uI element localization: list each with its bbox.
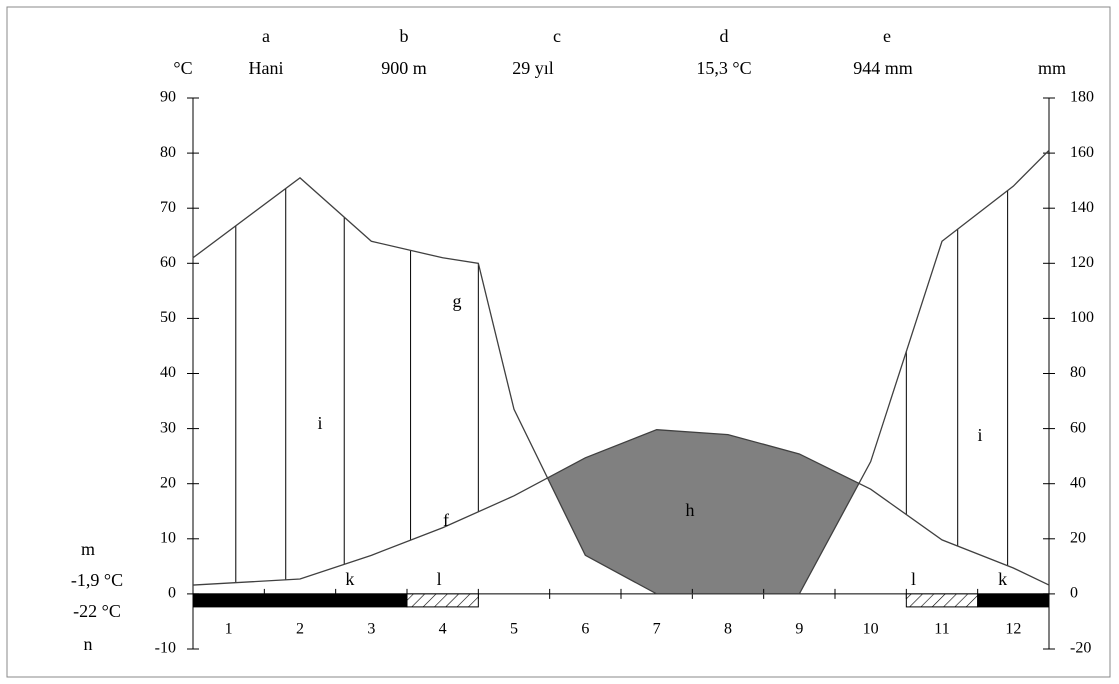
y-tick-label: -10	[155, 640, 176, 657]
y2-tick-label: 20	[1070, 529, 1086, 546]
y-tick-label: 60	[160, 254, 176, 271]
x-tick-label: 2	[296, 621, 304, 638]
y2-tick-label: 100	[1070, 309, 1094, 326]
y-tick-label: 30	[160, 419, 176, 436]
period-bar	[977, 593, 1050, 608]
header-value: 15,3 °C	[696, 58, 751, 78]
y2-tick-label: 160	[1070, 144, 1094, 161]
dry-area	[193, 150, 1049, 594]
y2-tick-label: 180	[1070, 89, 1094, 106]
y-axis-label: °C	[173, 58, 192, 78]
y-tick-label: 90	[160, 89, 176, 106]
period-label: l	[911, 569, 916, 589]
header-letter: b	[400, 26, 409, 46]
x-tick-label: 5	[510, 621, 518, 638]
x-tick-label: 3	[367, 621, 375, 638]
y-tick-label: 80	[160, 144, 176, 161]
period-label: l	[437, 569, 442, 589]
side-label: n	[84, 634, 93, 654]
area-label: h	[686, 500, 695, 520]
x-tick-label: 6	[581, 621, 589, 638]
y-tick-label: 10	[160, 529, 176, 546]
side-label: -1,9 °C	[71, 570, 123, 590]
x-tick-label: 11	[934, 621, 949, 638]
header-value: Hani	[249, 58, 284, 78]
x-tick-label: 9	[795, 621, 803, 638]
x-tick-label: 1	[225, 621, 233, 638]
header-value: 29 yıl	[512, 58, 554, 78]
area-label: i	[317, 413, 322, 433]
curve	[192, 149, 1050, 595]
y-tick-label: 0	[168, 585, 176, 602]
frame	[6, 6, 1111, 678]
curve-label: f	[443, 510, 449, 530]
header-value: 900 m	[381, 58, 427, 78]
header-letter: e	[883, 26, 891, 46]
x-tick-label: 4	[439, 621, 447, 638]
x-tick-label: 12	[1005, 621, 1021, 638]
header-letter: d	[720, 26, 729, 46]
y-tick-label: 20	[160, 474, 176, 491]
x-tick-label: 8	[724, 621, 732, 638]
y-tick-label: 70	[160, 199, 176, 216]
x-tick-label: 10	[863, 621, 879, 638]
y2-tick-label: 60	[1070, 419, 1086, 436]
period-label: k	[345, 569, 354, 589]
y2-tick-label: -20	[1070, 640, 1091, 657]
header-value: 944 mm	[853, 58, 913, 78]
y2-tick-label: 0	[1070, 585, 1078, 602]
y2-tick-label: 140	[1070, 199, 1094, 216]
y2-tick-label: 80	[1070, 364, 1086, 381]
period-bar	[905, 593, 979, 608]
curve-label: g	[453, 291, 462, 311]
period-label: k	[998, 569, 1007, 589]
y-tick-label: 50	[160, 309, 176, 326]
y2-tick-label: 120	[1070, 254, 1094, 271]
side-label: m	[81, 539, 95, 559]
header-letter: a	[262, 26, 270, 46]
period-bar	[406, 593, 479, 608]
period-bar	[192, 593, 408, 608]
side-label: -22 °C	[73, 601, 121, 621]
header-letter: c	[553, 26, 561, 46]
curve	[192, 429, 1050, 586]
area-label: i	[977, 425, 982, 445]
y-tick-label: 40	[160, 364, 176, 381]
y2-axis-label: mm	[1038, 58, 1066, 78]
y2-tick-label: 40	[1070, 474, 1086, 491]
x-tick-label: 7	[653, 621, 661, 638]
